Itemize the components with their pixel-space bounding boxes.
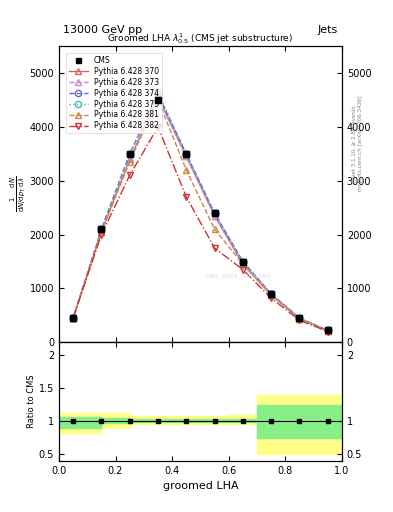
CMS <box>156 97 160 103</box>
Pythia 6.428 382 <box>241 267 245 273</box>
CMS <box>127 151 132 157</box>
Pythia 6.428 375 <box>127 151 132 157</box>
Line: Pythia 6.428 375: Pythia 6.428 375 <box>70 89 331 334</box>
Pythia 6.428 374 <box>184 151 189 157</box>
Pythia 6.428 382 <box>184 194 189 200</box>
Y-axis label: $\frac{1}{\mathrm{d}N/\mathrm{d}p_T}\frac{\mathrm{d}N}{\mathrm{d}\lambda}$: $\frac{1}{\mathrm{d}N/\mathrm{d}p_T}\fra… <box>9 176 28 212</box>
Pythia 6.428 373 <box>297 315 302 322</box>
CMS <box>269 291 274 297</box>
Pythia 6.428 370 <box>325 328 330 334</box>
Pythia 6.428 381 <box>269 292 274 298</box>
Pythia 6.428 370 <box>297 315 302 322</box>
Pythia 6.428 375 <box>99 226 104 232</box>
CMS <box>184 151 189 157</box>
Pythia 6.428 381 <box>325 328 330 334</box>
Pythia 6.428 381 <box>212 226 217 232</box>
Pythia 6.428 374 <box>127 151 132 157</box>
Pythia 6.428 374 <box>99 226 104 232</box>
Pythia 6.428 382 <box>99 231 104 238</box>
Pythia 6.428 373 <box>156 94 160 100</box>
Pythia 6.428 382 <box>269 295 274 301</box>
Pythia 6.428 375 <box>156 89 160 95</box>
Pythia 6.428 375 <box>241 259 245 265</box>
Y-axis label: Ratio to CMS: Ratio to CMS <box>27 375 36 429</box>
Pythia 6.428 374 <box>241 259 245 265</box>
Pythia 6.428 381 <box>184 167 189 173</box>
Pythia 6.428 381 <box>99 229 104 235</box>
Pythia 6.428 373 <box>99 229 104 235</box>
Pythia 6.428 375 <box>71 315 75 321</box>
Text: Jets: Jets <box>318 25 338 35</box>
Pythia 6.428 381 <box>71 315 75 321</box>
Pythia 6.428 382 <box>71 315 75 321</box>
Text: mcplots.cern.ch [arXiv:1306.3436]: mcplots.cern.ch [arXiv:1306.3436] <box>358 96 364 191</box>
Pythia 6.428 370 <box>127 156 132 162</box>
Pythia 6.428 374 <box>325 327 330 333</box>
Pythia 6.428 374 <box>71 315 75 321</box>
Pythia 6.428 374 <box>212 210 217 216</box>
Pythia 6.428 370 <box>241 261 245 267</box>
Line: Pythia 6.428 381: Pythia 6.428 381 <box>70 96 331 334</box>
Pythia 6.428 374 <box>297 315 302 321</box>
Pythia 6.428 375 <box>269 291 274 297</box>
Pythia 6.428 382 <box>297 317 302 323</box>
Pythia 6.428 370 <box>269 292 274 298</box>
CMS <box>71 315 75 321</box>
Pythia 6.428 370 <box>156 94 160 100</box>
CMS <box>212 210 217 216</box>
CMS <box>241 259 245 265</box>
Text: 13000 GeV pp: 13000 GeV pp <box>63 25 142 35</box>
Pythia 6.428 375 <box>297 315 302 321</box>
Legend: CMS, Pythia 6.428 370, Pythia 6.428 373, Pythia 6.428 374, Pythia 6.428 375, Pyt: CMS, Pythia 6.428 370, Pythia 6.428 373,… <box>66 53 162 134</box>
Text: Rivet 3.1.10, ≥ 2.8M events: Rivet 3.1.10, ≥ 2.8M events <box>352 105 357 182</box>
Pythia 6.428 370 <box>71 315 75 321</box>
CMS <box>99 226 104 232</box>
Pythia 6.428 373 <box>269 292 274 298</box>
Pythia 6.428 382 <box>156 124 160 130</box>
Pythia 6.428 370 <box>184 154 189 160</box>
Line: Pythia 6.428 374: Pythia 6.428 374 <box>70 91 331 334</box>
Line: Pythia 6.428 382: Pythia 6.428 382 <box>70 123 331 335</box>
Pythia 6.428 373 <box>212 212 217 219</box>
Pythia 6.428 382 <box>325 329 330 335</box>
CMS <box>297 315 302 321</box>
Pythia 6.428 375 <box>212 210 217 216</box>
Text: CMS_2021_I1920187: CMS_2021_I1920187 <box>206 273 271 279</box>
Pythia 6.428 370 <box>99 229 104 235</box>
X-axis label: groomed LHA: groomed LHA <box>163 481 238 491</box>
Pythia 6.428 373 <box>127 156 132 162</box>
Pythia 6.428 381 <box>156 97 160 103</box>
Pythia 6.428 382 <box>127 172 132 178</box>
Pythia 6.428 381 <box>241 261 245 267</box>
Line: Pythia 6.428 370: Pythia 6.428 370 <box>70 94 331 334</box>
Pythia 6.428 375 <box>325 327 330 333</box>
Pythia 6.428 375 <box>184 151 189 157</box>
Pythia 6.428 373 <box>71 315 75 321</box>
Line: CMS: CMS <box>70 97 331 333</box>
Pythia 6.428 373 <box>325 328 330 334</box>
Pythia 6.428 374 <box>156 92 160 98</box>
Line: Pythia 6.428 373: Pythia 6.428 373 <box>70 94 331 334</box>
Pythia 6.428 370 <box>212 212 217 219</box>
Pythia 6.428 381 <box>297 315 302 322</box>
Pythia 6.428 373 <box>184 154 189 160</box>
Pythia 6.428 373 <box>241 261 245 267</box>
Pythia 6.428 374 <box>269 291 274 297</box>
Pythia 6.428 382 <box>212 245 217 251</box>
CMS <box>325 327 330 333</box>
Title: Groomed LHA $\lambda^{1}_{0.5}$ (CMS jet substructure): Groomed LHA $\lambda^{1}_{0.5}$ (CMS jet… <box>107 31 294 46</box>
Pythia 6.428 381 <box>127 159 132 165</box>
